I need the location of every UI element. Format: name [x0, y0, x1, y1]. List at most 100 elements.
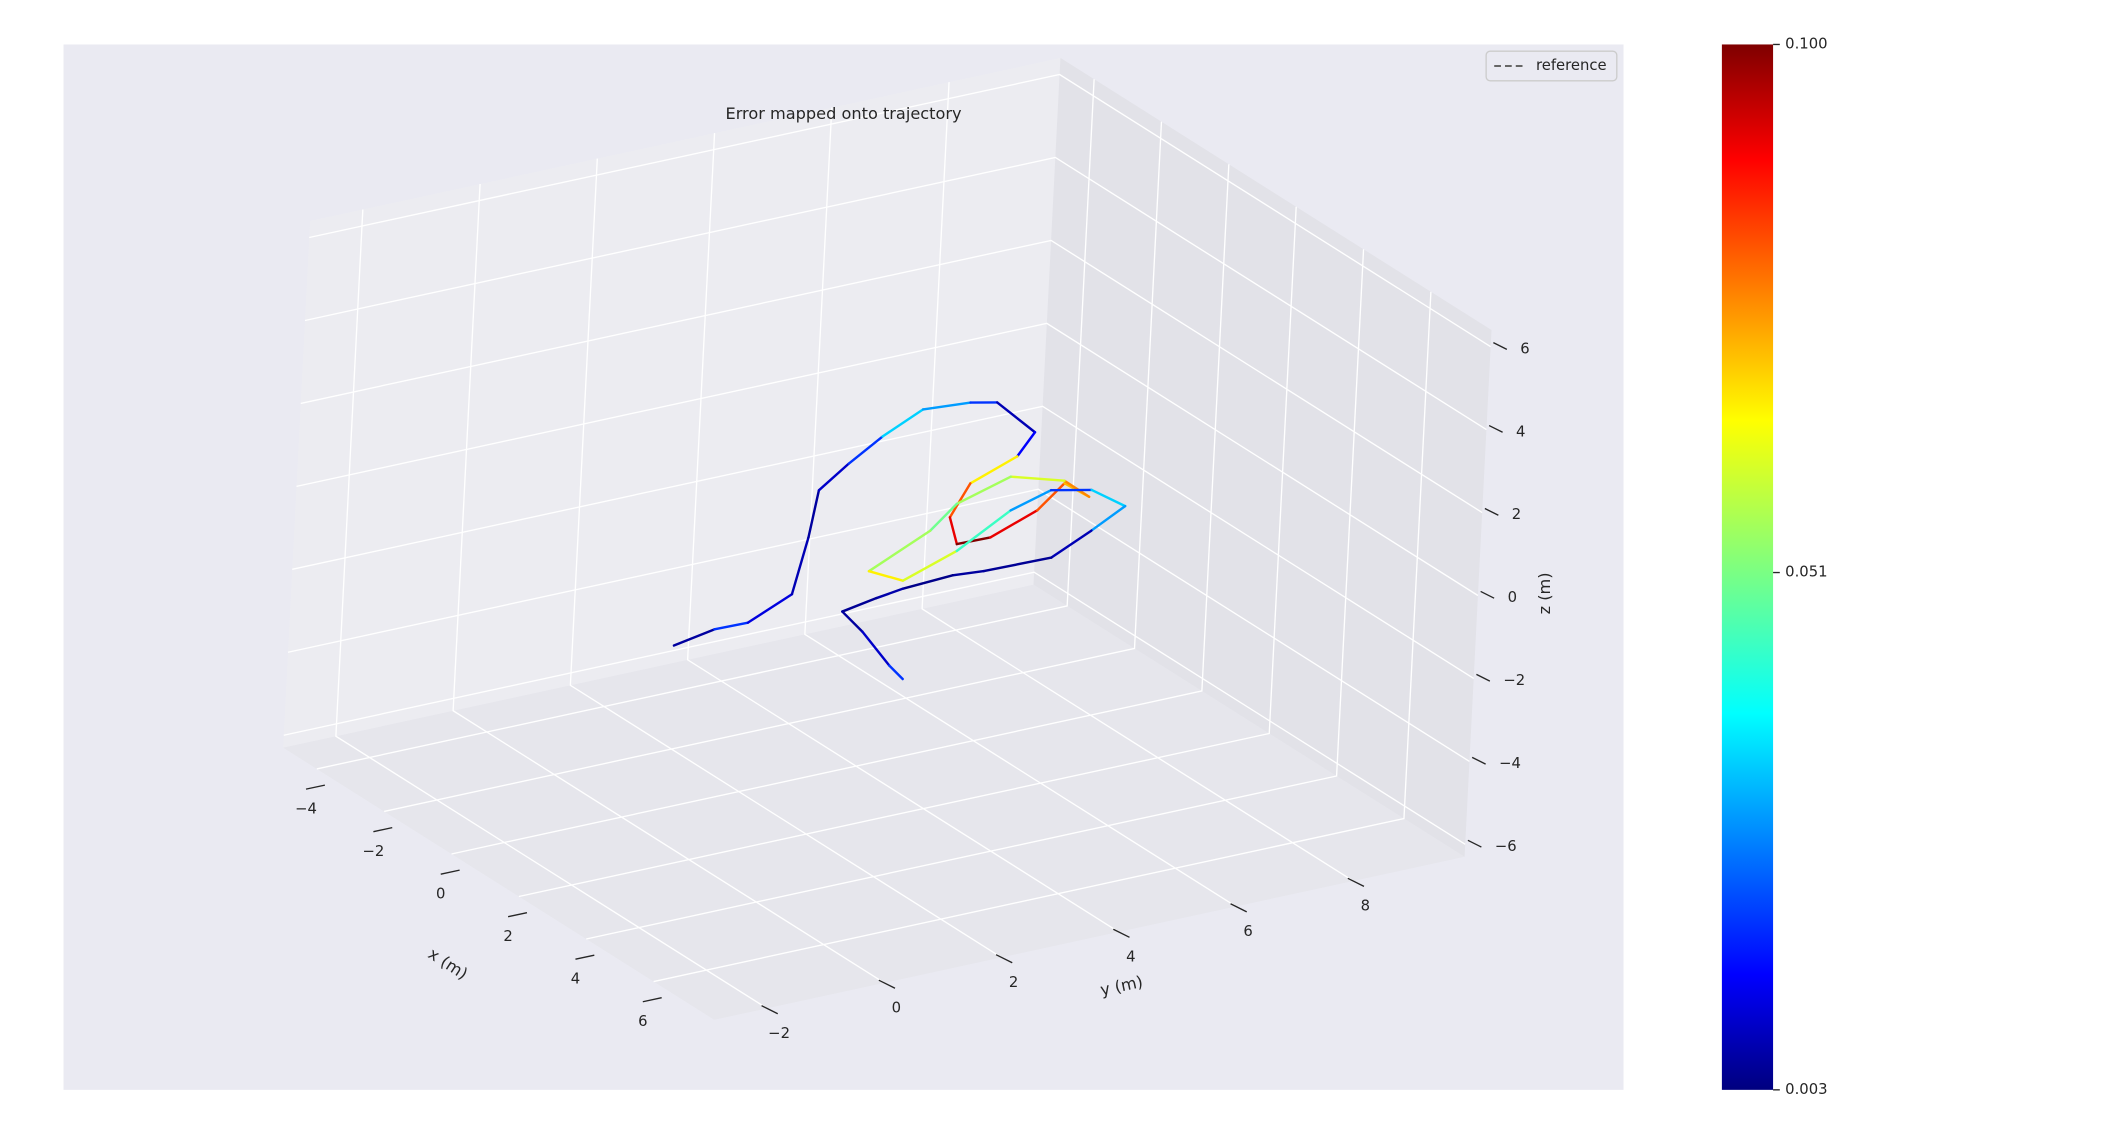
- z-tick-label: 0: [1508, 589, 1517, 606]
- trajectory-segment: [921, 401, 972, 411]
- y-tick-label: 6: [1243, 923, 1252, 940]
- trajectory-segment: [672, 628, 716, 647]
- trajectory-segment: [817, 462, 851, 492]
- trajectory-segment: [955, 475, 1012, 506]
- trajectory-segment: [1016, 431, 1037, 458]
- legend-box: [1485, 50, 1618, 82]
- colorbar-axis: 0.003 0.051 0.100: [1773, 35, 1828, 1098]
- x-tick: [507, 911, 528, 918]
- trajectory-segment: [955, 536, 992, 546]
- z-tick-label: 4: [1516, 423, 1525, 440]
- trajectory-segment: [948, 516, 959, 546]
- trajectory-segment: [989, 509, 1039, 539]
- grid-line: [804, 107, 1237, 908]
- y-tick: [1113, 928, 1130, 938]
- y-tick: [761, 1005, 779, 1015]
- y-tick: [1347, 877, 1365, 887]
- trajectory-segment: [1090, 504, 1127, 532]
- trajectory-segment: [969, 455, 1019, 485]
- z-tick: [1471, 756, 1486, 765]
- grid-line: [686, 133, 1120, 933]
- legend-label: reference: [1536, 57, 1607, 74]
- trajectory: [672, 401, 1127, 681]
- grid-line: [518, 206, 1297, 898]
- trajectory-segment: [713, 621, 750, 631]
- z-tick-label: −4: [1499, 755, 1521, 772]
- trajectory-segment: [955, 509, 1012, 553]
- x-tick: [305, 784, 326, 790]
- grid-line: [309, 73, 1492, 348]
- z-tick-label: 2: [1512, 506, 1521, 523]
- x-tick: [575, 954, 595, 960]
- trajectory-segment: [995, 401, 1037, 434]
- x-tick-label: 2: [503, 928, 512, 945]
- z-tick-label: 6: [1520, 340, 1529, 357]
- x-tick: [373, 826, 393, 833]
- trajectory-segment: [901, 574, 954, 590]
- trajectory-segment: [847, 435, 884, 465]
- z-axis-label: z (m): [1535, 572, 1554, 614]
- x-tick-label: 0: [436, 885, 445, 902]
- trajectory-segment: [1036, 482, 1066, 512]
- trajectory-segment: [1090, 488, 1127, 508]
- trajectory-segment: [867, 569, 905, 582]
- colorbar-tick-label: 0.003: [1785, 1081, 1827, 1098]
- grid-line: [653, 291, 1432, 983]
- grid-line: [384, 121, 1163, 813]
- trajectory-segment: [928, 502, 959, 532]
- grid-line: [451, 164, 1230, 855]
- colorbar: [1721, 44, 1774, 1090]
- trajectory-segment: [901, 549, 958, 582]
- trajectory-segment: [1009, 475, 1066, 482]
- grid-line: [283, 571, 1466, 845]
- legend: reference: [1485, 50, 1618, 82]
- trajectory-segment: [1009, 488, 1053, 512]
- grid-line: [316, 79, 1095, 770]
- trajectory-segment: [948, 482, 972, 519]
- trajectory-segment: [790, 536, 810, 596]
- grid-line: [292, 405, 1475, 680]
- z-tick-label: −6: [1495, 838, 1517, 855]
- colorbar-tick-label: 0.051: [1785, 564, 1827, 581]
- x-tick-label: 6: [638, 1013, 647, 1030]
- y-tick-label: 4: [1126, 949, 1135, 966]
- x-tick: [642, 997, 662, 1003]
- y-tick-label: 8: [1361, 898, 1370, 915]
- trajectory-segment: [807, 489, 821, 539]
- right-pane: [1033, 57, 1492, 857]
- trajectory-segment: [841, 610, 864, 633]
- chart-title: Error mapped onto trajectory: [725, 104, 962, 123]
- trajectory-segment: [841, 596, 878, 613]
- grid-line: [300, 239, 1483, 514]
- y-tick: [1230, 903, 1248, 913]
- trajectory-segment: [861, 630, 891, 667]
- z-tick-label: −2: [1503, 672, 1525, 689]
- y-tick-label: 0: [892, 999, 901, 1016]
- z-tick: [1476, 673, 1491, 682]
- floor-pane: [283, 584, 1465, 1020]
- trajectory-segment: [1050, 529, 1093, 559]
- trajectory-segment: [1063, 479, 1091, 499]
- x-tick-label: 4: [571, 970, 580, 987]
- x-tick-label: −4: [295, 800, 317, 817]
- grid-line: [452, 183, 885, 984]
- trajectory-segment: [982, 556, 1053, 573]
- z-tick: [1484, 507, 1499, 516]
- grid-line: [335, 209, 768, 1009]
- y-tick: [878, 979, 896, 989]
- z-tick: [1493, 341, 1508, 350]
- grid-line: [921, 82, 1354, 882]
- z-tick: [1488, 424, 1503, 433]
- grid-line: [569, 158, 1002, 958]
- y-tick: [995, 954, 1013, 964]
- x-tick-label: −2: [362, 843, 384, 860]
- panes: [283, 57, 1508, 1020]
- grid-line: [586, 249, 1365, 940]
- x-tick: [440, 869, 460, 875]
- trajectory-segment: [875, 587, 905, 600]
- colorbar-tick-label: 0.100: [1785, 35, 1827, 52]
- grid-line: [296, 322, 1479, 597]
- y-tick-label: 2: [1009, 974, 1018, 991]
